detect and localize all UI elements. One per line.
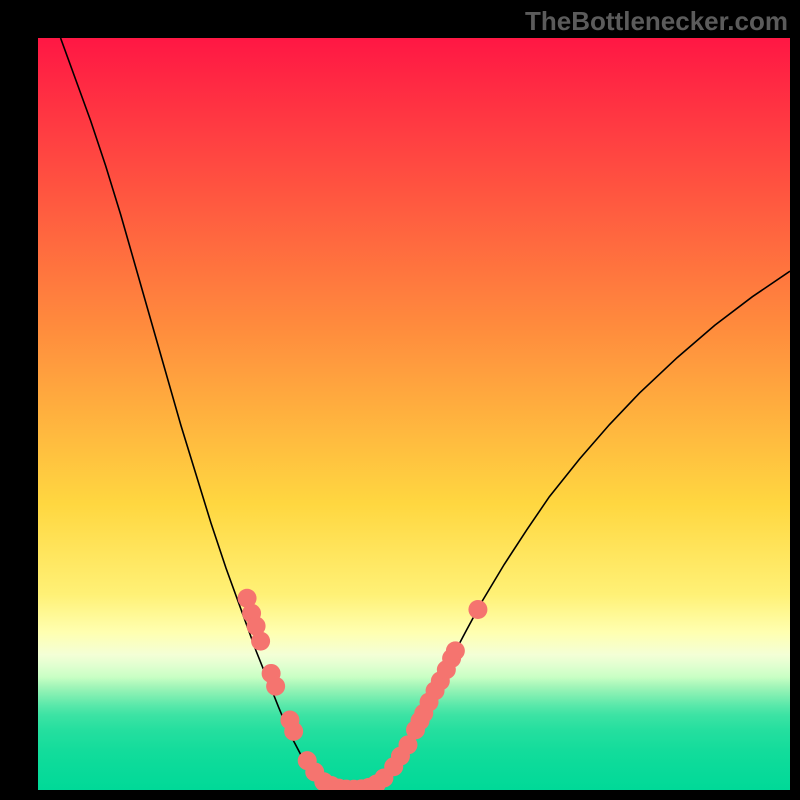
data-dot [266,677,285,696]
plot-svg [38,38,790,790]
plot-background [38,38,790,790]
plot-area [38,38,790,790]
data-dot [446,641,465,660]
data-dot [284,722,303,741]
watermark-text: TheBottlenecker.com [525,6,788,37]
data-dot [468,600,487,619]
data-dot [251,632,270,651]
